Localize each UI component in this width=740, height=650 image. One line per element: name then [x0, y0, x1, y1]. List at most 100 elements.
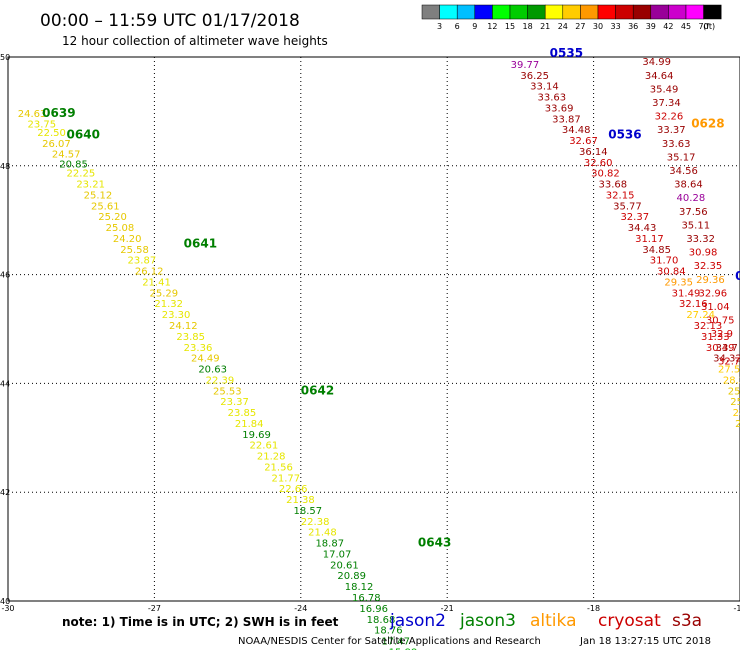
x-tick-label: -18: [587, 604, 600, 613]
swh-value-label: 18.68: [367, 615, 396, 626]
swh-value-label: 22.38: [301, 517, 330, 528]
colorbar-bin: [668, 4, 687, 20]
colorbar-bin: [474, 4, 493, 20]
swh-value-label: 2: [735, 419, 740, 430]
colorbar-bin: [597, 4, 616, 20]
swh-value-label: 34.85: [642, 245, 671, 256]
x-tick-label: -27: [148, 604, 161, 613]
swh-value-label: 32.9: [711, 329, 733, 340]
swh-value-label: 33.63: [537, 93, 566, 104]
swh-value-label: 30.98: [689, 248, 718, 259]
grid: [8, 57, 740, 601]
swh-value-label: 24.63: [18, 109, 47, 120]
swh-value-label: 22.50: [37, 128, 66, 139]
pass-time-label: 05: [735, 269, 740, 283]
y-tick-label: 50: [0, 53, 10, 62]
swh-value-label: 21.32: [154, 299, 183, 310]
colorbar-label: 9: [472, 22, 477, 31]
colorbar-label: 30: [593, 22, 603, 31]
swh-value-label: 35.49: [650, 84, 679, 95]
colorbar-bin: [632, 4, 652, 20]
swh-value-label: 24.49: [191, 354, 220, 365]
swh-value-label: 23.85: [176, 332, 205, 343]
colorbar-bin: [544, 4, 564, 20]
colorbar-label: 36: [628, 22, 638, 31]
swh-value-label: 21.56: [264, 462, 293, 473]
swh-value-label: 31.17: [635, 234, 664, 245]
swh-value-label: 23.87: [128, 256, 157, 267]
x-tick-label: -15: [733, 604, 740, 613]
axis-ticks: -30 -27 -24 -21 -18 -15 40 42 44 46 48 50: [0, 53, 740, 613]
colorbar-bin: [439, 4, 458, 20]
colorbar-label: 18: [523, 22, 533, 31]
swh-value-label: 36.25: [520, 71, 549, 82]
swh-value-label: 26.07: [42, 139, 71, 150]
y-tick-label: 46: [0, 271, 10, 280]
swh-value-label: 16.96: [359, 604, 388, 615]
legend-entry: altika: [530, 611, 577, 631]
colorbar-bin: [421, 4, 440, 20]
swh-value-label: 22.25: [67, 169, 96, 180]
swh-value-label: 29.35: [664, 277, 693, 288]
swh-value-label: 37.34: [652, 98, 681, 109]
swh-value-label: 20.89: [337, 571, 366, 582]
swh-value-label: 24.12: [169, 321, 198, 332]
swh-value-label: 35.11: [681, 220, 710, 231]
swh-value-label: 25.61: [91, 201, 120, 212]
swh-value-label: 25.12: [84, 190, 113, 201]
swh-value-label: 17.47: [381, 637, 410, 648]
colorbar-bin: [685, 4, 704, 20]
swh-value-label: 32.96: [699, 288, 728, 299]
swh-value-label: 33.63: [662, 139, 691, 150]
swh-value-label: 25.58: [120, 245, 149, 256]
swh-value-label: 21.77: [272, 473, 301, 484]
legend-entry: jason2: [389, 611, 446, 631]
colorbar: 3 6 9 12 15 18 21 24 27 30 33 36 39 42 45 70(ft): [421, 4, 722, 31]
swh-value-label: 25.20: [98, 212, 127, 223]
colorbar-label: 6: [455, 22, 460, 31]
swh-value-label: 37.56: [679, 207, 708, 218]
swh-value-label: 34.32: [713, 354, 740, 365]
swh-value-label: 32.7: [718, 356, 740, 367]
swh-value-label: 23.30: [162, 310, 191, 321]
swh-value-label: 25.: [730, 397, 740, 408]
swh-value-label: 35.77: [613, 201, 642, 212]
swh-value-label: 21.28: [257, 452, 286, 463]
swh-value-label: 24.20: [113, 234, 142, 245]
swh-value-label: 25.29: [150, 288, 179, 299]
swh-value-label: 18.12: [345, 582, 374, 593]
y-tick-label: 48: [0, 162, 10, 171]
footer-timestamp: Jan 18 13:27:15 UTC 2018: [579, 636, 711, 647]
y-tick-label: 42: [0, 488, 10, 497]
pass-time-label: 0639: [42, 106, 75, 120]
swh-value-label: 23.21: [76, 180, 105, 191]
swh-value-label: 28.3: [723, 375, 740, 386]
x-tick-label: -21: [441, 604, 454, 613]
swh-value-label: 27.24: [686, 310, 715, 321]
pass-time-label: 0642: [301, 383, 334, 397]
pass-labels: 0639 0640 0641 0642 0643 0535 0536 0628 05: [42, 46, 740, 550]
colorbar-unit: (ft): [703, 22, 715, 31]
swh-value-label: 20.61: [330, 560, 359, 571]
swh-value-label: 32.67: [569, 136, 598, 147]
swh-value-label: 32.16: [679, 299, 708, 310]
legend-entry: jason3: [459, 611, 516, 631]
swh-value-label: 39.77: [511, 60, 540, 71]
swh-value-label: 36.14: [579, 147, 608, 158]
swh-value-label: 22.39: [206, 375, 235, 386]
swh-value-label: 32.13: [694, 321, 723, 332]
swh-value-label: 32.37: [620, 212, 649, 223]
swh-value-label: 33.32: [686, 234, 715, 245]
swh-value-label: 30.82: [591, 169, 620, 180]
swh-value-label: 33.7: [716, 343, 738, 354]
swh-value-label: 22.66: [279, 484, 308, 495]
swh-value-label: 23.37: [220, 397, 249, 408]
swh-value-label: 22.61: [250, 441, 279, 452]
swh-value-label: 34.43: [628, 223, 657, 234]
y-tick-label: 44: [0, 379, 10, 388]
pass-time-label: 0640: [67, 128, 100, 142]
swh-value-label: 21.41: [142, 277, 171, 288]
swh-value-label: 16.78: [352, 593, 381, 604]
legend-entry: cryosat: [598, 611, 661, 631]
